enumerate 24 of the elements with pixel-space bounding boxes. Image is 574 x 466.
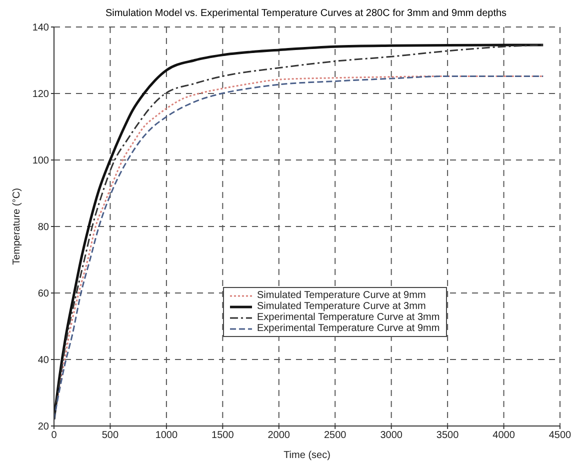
x-tick-label: 0	[51, 430, 58, 442]
y-tick-label: 40	[38, 355, 50, 366]
x-tick-label: 1500	[212, 430, 234, 442]
x-tick-label: 1000	[155, 430, 178, 442]
legend-label: Simulated Temperature Curve at 9mm	[257, 290, 426, 301]
x-tick-label: 4000	[492, 430, 516, 442]
x-tick-label: 500	[102, 430, 119, 442]
y-tick-label: 120	[32, 89, 50, 100]
x-tick-label: 4500	[548, 430, 572, 442]
legend-label: Simulated Temperature Curve at 3mm	[257, 301, 426, 312]
y-tick-label: 140	[32, 22, 50, 34]
legend-label: Experimental Temperature Curve at 9mm	[257, 323, 440, 334]
x-tick-label: 3500	[436, 430, 460, 442]
legend-label: Experimental Temperature Curve at 3mm	[257, 312, 440, 323]
x-tick-label: 2000	[268, 430, 290, 442]
x-tick-label: 2500	[324, 430, 347, 442]
x-tick-label: 3000	[380, 430, 403, 442]
y-axis-title: Temperature (°C)	[12, 188, 23, 265]
y-tick-label: 20	[38, 422, 50, 433]
x-axis-title: Time (sec)	[284, 450, 330, 461]
y-tick-label: 60	[38, 288, 50, 300]
chart-title: Simulation Model vs. Experimental Temperature Curves at 280C for 3mm and 9mm depths	[104, 8, 508, 21]
y-tick-label: 100	[32, 156, 50, 167]
y-tick-label: 80	[38, 222, 50, 234]
